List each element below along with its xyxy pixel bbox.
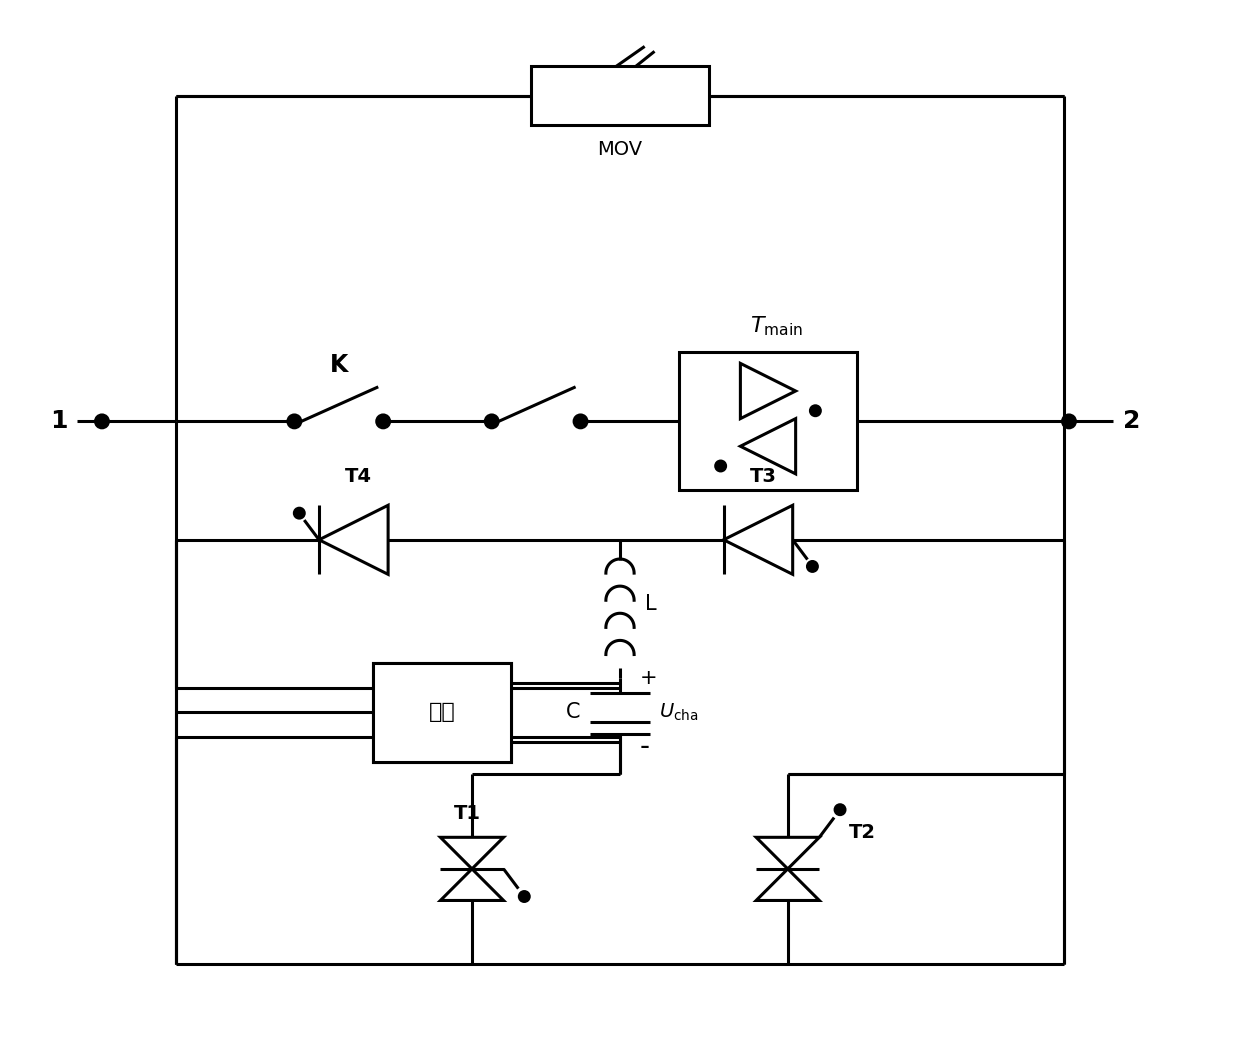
Text: 1: 1 <box>50 410 67 434</box>
Bar <box>373 664 511 762</box>
Polygon shape <box>740 419 796 474</box>
Polygon shape <box>319 505 388 574</box>
Bar <box>680 353 857 490</box>
Circle shape <box>294 508 304 518</box>
Polygon shape <box>756 837 820 869</box>
Text: $U_{\mathregular{cha}}$: $U_{\mathregular{cha}}$ <box>660 701 699 723</box>
Text: T2: T2 <box>849 823 875 842</box>
Polygon shape <box>440 869 503 901</box>
Text: T3: T3 <box>750 466 776 485</box>
Text: 电源: 电源 <box>429 702 456 722</box>
Text: +: + <box>640 668 657 688</box>
Circle shape <box>485 415 498 427</box>
Circle shape <box>520 891 529 902</box>
Text: L: L <box>645 594 656 614</box>
Circle shape <box>835 804 844 815</box>
Circle shape <box>807 562 817 571</box>
Text: MOV: MOV <box>598 140 642 160</box>
Circle shape <box>715 461 725 470</box>
Bar <box>373 664 511 762</box>
Circle shape <box>1063 415 1075 427</box>
Polygon shape <box>756 869 820 901</box>
Circle shape <box>574 415 587 427</box>
Text: -: - <box>640 733 650 761</box>
Polygon shape <box>740 363 796 419</box>
Text: C: C <box>565 702 580 722</box>
Text: 2: 2 <box>1123 410 1141 434</box>
Text: 电源: 电源 <box>429 702 456 722</box>
Polygon shape <box>440 837 503 869</box>
Polygon shape <box>724 505 792 574</box>
Circle shape <box>288 415 301 427</box>
Circle shape <box>811 405 821 416</box>
Text: T4: T4 <box>345 466 372 485</box>
Text: $T_{\mathregular{main}}$: $T_{\mathregular{main}}$ <box>750 314 804 337</box>
Bar <box>531 66 709 125</box>
Circle shape <box>95 415 108 427</box>
Text: T1: T1 <box>454 803 481 822</box>
Circle shape <box>377 415 389 427</box>
Text: K: K <box>330 353 348 377</box>
